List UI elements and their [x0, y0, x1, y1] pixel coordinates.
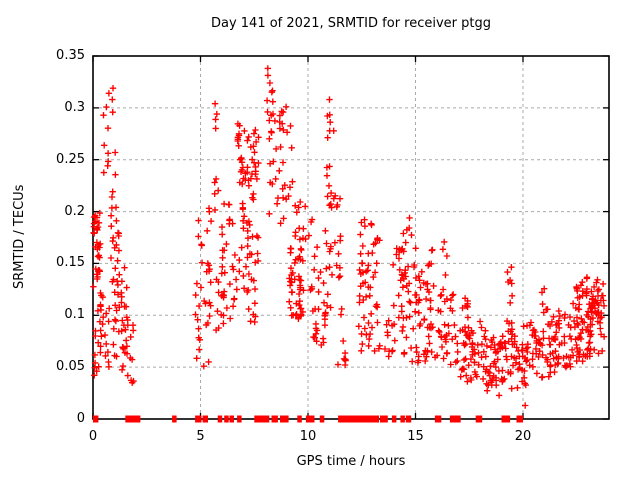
y-tick-label: 0.1 [64, 307, 85, 323]
x-tick-label: 10 [299, 429, 317, 444]
y-tick-label: 0.05 [56, 359, 85, 375]
y-tick-label: 0.3 [64, 99, 85, 115]
x-tick-label: 15 [407, 429, 424, 444]
y-tick-label: 0.2 [64, 203, 85, 219]
y-tick-label: 0.35 [56, 48, 85, 63]
x-tick-label: 5 [196, 429, 205, 444]
x-tick-label: 0 [88, 429, 98, 444]
y-tick-label: 0.15 [56, 255, 85, 271]
y-tick-label: 0 [76, 411, 85, 426]
x-axis-label: GPS time / hours [296, 454, 406, 469]
y-tick-label: 0.25 [56, 151, 85, 167]
chart-title: Day 141 of 2021, SRMTID for receiver ptg… [210, 16, 492, 31]
x-tick-label: 20 [514, 429, 532, 444]
